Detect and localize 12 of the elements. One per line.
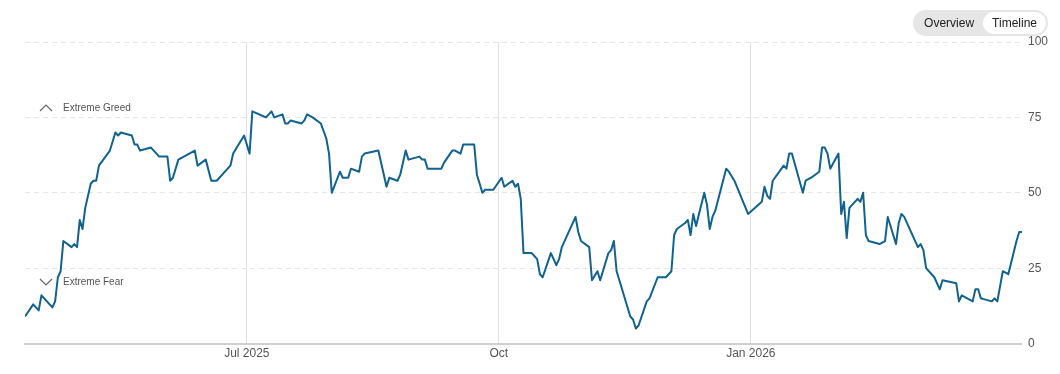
annotation: Extreme Fear — [63, 275, 125, 287]
x-tick-label: Jul 2025 — [224, 346, 270, 361]
x-tick-label: Oct — [489, 346, 509, 361]
text: Overview — [923, 15, 976, 32]
y-tick-label: 50 — [1027, 185, 1042, 200]
text: Timeline — [983, 12, 1046, 34]
annotation: Extreme Greed — [63, 102, 131, 114]
y-tick-label: 100 — [1027, 34, 1049, 49]
y-tick-label: 0 — [1027, 335, 1035, 350]
y-tick-label: 25 — [1027, 260, 1042, 275]
x-tick-label: Jan 2026 — [726, 346, 776, 361]
y-tick-label: 75 — [1027, 109, 1042, 124]
